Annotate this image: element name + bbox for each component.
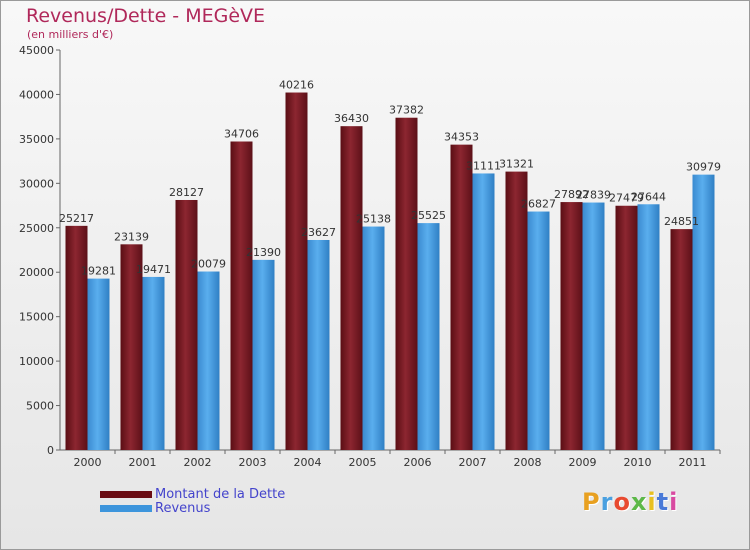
debt-bar — [340, 126, 363, 450]
debt-bar — [615, 205, 638, 450]
y-tick-label: 10000 — [19, 355, 54, 368]
bars — [65, 92, 715, 451]
revenue-bar — [307, 239, 330, 450]
x-tick-label: 2002 — [184, 456, 212, 469]
revenue-bar — [142, 276, 165, 450]
revenue-bar — [527, 211, 550, 450]
logo-letter: i — [669, 488, 679, 516]
revenue-bar — [417, 223, 440, 450]
y-tick-label: 45000 — [19, 44, 54, 57]
revenue-bar — [252, 259, 275, 450]
legend-item-revenue: Revenus — [100, 500, 211, 516]
revenue-value-label: 31111 — [466, 159, 501, 172]
debt-bar — [230, 141, 253, 450]
debt-bar — [670, 229, 693, 450]
axes: 0 5000 10000 15000 20000 25000 30000 35000 40000… — [19, 44, 721, 469]
y-tick-label: 15000 — [19, 311, 54, 324]
debt-value-label: 34353 — [444, 131, 479, 144]
revenue-bar — [362, 226, 385, 450]
x-tick-label: 2000 — [74, 456, 102, 469]
debt-value-label: 31321 — [499, 158, 534, 171]
revenue-value-label: 27644 — [631, 190, 666, 203]
x-tick-label: 2009 — [569, 456, 597, 469]
revenue-value-label: 21390 — [246, 246, 281, 259]
x-tick-label: 2004 — [294, 456, 322, 469]
revenue-value-label: 30979 — [686, 161, 721, 174]
legend-swatch-revenue — [100, 504, 152, 512]
x-tick-label: 2011 — [679, 456, 707, 469]
logo-letter: P — [582, 488, 601, 516]
revenue-value-label: 19281 — [81, 265, 116, 278]
logo-letter: t — [656, 488, 670, 516]
logo-letter: x — [630, 488, 648, 516]
legend-swatch-debt — [100, 490, 152, 498]
debt-value-label: 37382 — [389, 104, 424, 117]
debt-bar — [395, 117, 418, 451]
revenue-value-label: 20079 — [191, 258, 226, 271]
debt-bar — [65, 225, 88, 450]
debt-value-label: 25217 — [59, 212, 94, 225]
debt-value-label: 36430 — [334, 112, 369, 125]
y-tick-label: 30000 — [19, 177, 54, 190]
debt-value-label: 27479 — [609, 192, 644, 205]
logo-letter: i — [647, 488, 657, 516]
debt-bar — [450, 144, 473, 450]
revenue-value-label: 19471 — [136, 263, 171, 276]
y-tick-label: 25000 — [19, 222, 54, 235]
debt-bar — [560, 202, 583, 450]
legend-label-debt: Montant de la Dette — [155, 486, 286, 502]
chart-title: Revenus/Dette - MEGèVE — [26, 5, 266, 27]
debt-value-label: 27892 — [554, 188, 589, 201]
revenue-bar — [637, 204, 660, 450]
revenue-value-label: 23627 — [301, 226, 336, 239]
x-tick-label: 2006 — [404, 456, 432, 469]
x-tick-label: 2005 — [349, 456, 377, 469]
revenue-bar — [692, 174, 715, 450]
proxiti-logo: Proxiti — [582, 488, 678, 516]
revenue-value-label: 25525 — [411, 209, 446, 222]
y-tick-label: 40000 — [19, 88, 54, 101]
legend-item-debt: Montant de la Dette — [100, 486, 286, 502]
x-tick-label: 2003 — [239, 456, 267, 469]
debt-bar — [285, 92, 308, 450]
debt-bar — [505, 171, 528, 450]
debt-value-label: 23139 — [114, 230, 149, 243]
x-tick-label: 2008 — [514, 456, 542, 469]
chart-subtitle: (en milliers d'€) — [27, 28, 114, 41]
debt-bar — [120, 244, 143, 450]
revenue-bar — [197, 271, 220, 450]
debt-bar — [175, 199, 198, 450]
logo-letter: r — [600, 488, 614, 516]
revenue-value-label: 27839 — [576, 189, 611, 202]
revenue-bar — [472, 173, 495, 451]
debt-value-label: 24851 — [664, 215, 699, 228]
revenue-value-label: 25138 — [356, 213, 391, 226]
legend-label-revenue: Revenus — [155, 500, 211, 516]
y-tick-label: 20000 — [19, 266, 54, 279]
debt-value-label: 40216 — [279, 79, 314, 92]
logo-letter: o — [613, 488, 631, 516]
y-tick-label: 0 — [47, 444, 54, 457]
y-tick-label: 5000 — [26, 400, 54, 413]
y-tick-label: 35000 — [19, 133, 54, 146]
x-tick-label: 2010 — [624, 456, 652, 469]
revenue-bar — [582, 202, 605, 450]
data-labels: 25217 19281 23139 19471 28127 20079 34706 21390… — [59, 79, 721, 278]
debt-value-label: 28127 — [169, 186, 204, 199]
debt-value-label: 34706 — [224, 128, 259, 141]
x-tick-label: 2007 — [459, 456, 487, 469]
revenue-bar — [87, 278, 110, 450]
revenue-value-label: 26827 — [521, 198, 556, 211]
x-tick-label: 2001 — [129, 456, 157, 469]
